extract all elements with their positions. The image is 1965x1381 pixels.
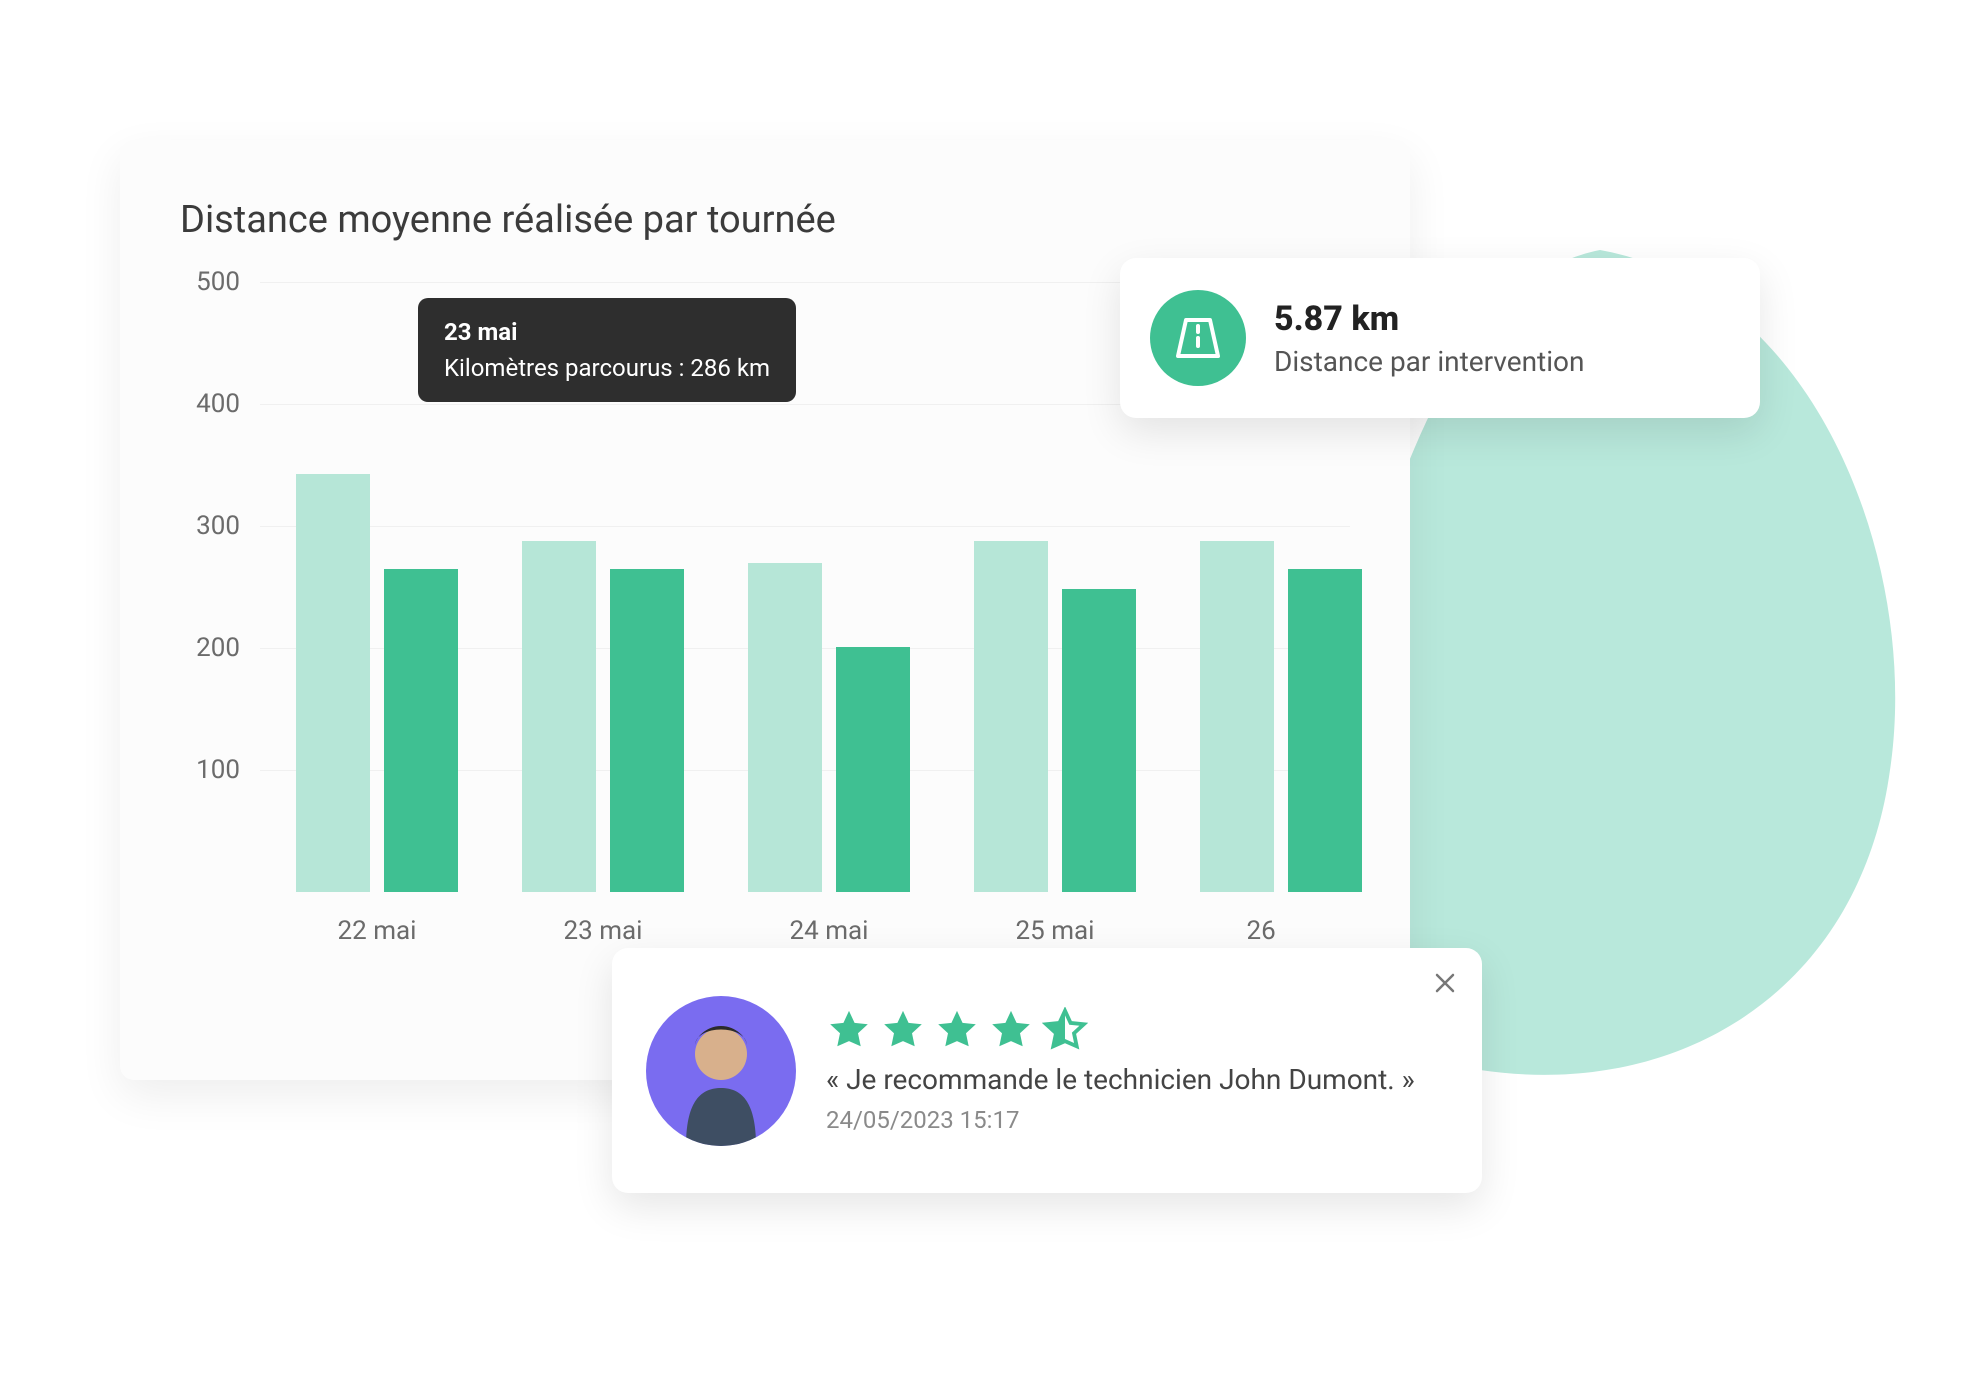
bar[interactable]: [1200, 541, 1274, 892]
review-card: « Je recommande le technicien John Dumon…: [612, 948, 1482, 1193]
x-tick-label: 25 mai: [1016, 916, 1095, 946]
x-tick-label: 24 mai: [790, 916, 869, 946]
bar[interactable]: [1288, 569, 1362, 892]
stat-label: Distance par intervention: [1274, 345, 1584, 378]
avatar: [646, 996, 796, 1146]
bar[interactable]: [836, 647, 910, 892]
review-date: 24/05/2023 15:17: [826, 1106, 1448, 1134]
x-tick-label: 22 mai: [338, 916, 417, 946]
y-tick-label: 400: [196, 389, 240, 419]
distance-stat-card: 5.87 km Distance par intervention: [1120, 258, 1760, 418]
y-axis: 100200300400500: [180, 282, 260, 892]
y-tick-label: 100: [196, 755, 240, 785]
star-rating: [826, 1007, 1448, 1053]
y-tick-label: 500: [196, 267, 240, 297]
review-text: « Je recommande le technicien John Dumon…: [826, 1063, 1448, 1096]
bar[interactable]: [610, 569, 684, 892]
y-tick-label: 300: [196, 511, 240, 541]
star-icon: [880, 1007, 926, 1053]
star-icon: [1042, 1007, 1088, 1053]
bar[interactable]: [296, 474, 370, 892]
road-icon: [1150, 290, 1246, 386]
tooltip-date: 23 mai: [444, 318, 770, 346]
bar[interactable]: [384, 569, 458, 892]
bar[interactable]: [748, 563, 822, 892]
stat-value: 5.87 km: [1274, 299, 1584, 339]
star-icon: [988, 1007, 1034, 1053]
star-icon: [826, 1007, 872, 1053]
x-tick-label: 23 mai: [564, 916, 643, 946]
chart-tooltip: 23 mai Kilomètres parcourus : 286 km: [418, 298, 796, 402]
chart-title: Distance moyenne réalisée par tournée: [180, 198, 1350, 242]
tooltip-text: Kilomètres parcourus : 286 km: [444, 354, 770, 382]
star-icon: [934, 1007, 980, 1053]
bar[interactable]: [1062, 589, 1136, 892]
bar[interactable]: [974, 541, 1048, 892]
close-icon[interactable]: [1430, 968, 1460, 998]
bar[interactable]: [522, 541, 596, 892]
y-tick-label: 200: [196, 633, 240, 663]
